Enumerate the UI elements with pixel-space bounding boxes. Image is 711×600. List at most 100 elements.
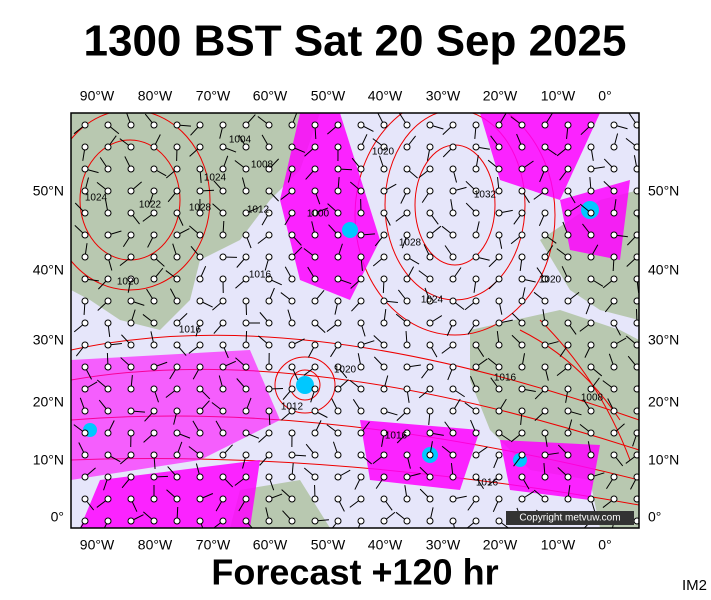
barb-station: [288, 275, 296, 283]
barb-station: [449, 121, 457, 129]
lat-label: 10°N: [648, 452, 679, 468]
barb-station: [518, 275, 526, 283]
barb-station: [242, 231, 250, 239]
barb-station: [265, 165, 273, 173]
barb-station: [449, 451, 457, 459]
barb-station: [104, 363, 112, 371]
lon-label: 0°: [598, 88, 611, 104]
barb-station: [380, 363, 388, 371]
barb-station: [311, 495, 319, 503]
barb-station: [265, 209, 273, 217]
barb-station: [334, 187, 342, 195]
barb-station: [380, 231, 388, 239]
barb-station: [127, 165, 135, 173]
barb-station: [449, 187, 457, 195]
barb-station: [81, 473, 89, 481]
barb-station: [380, 319, 388, 327]
barb-station: [426, 121, 434, 129]
barb-station: [334, 517, 342, 525]
barb-station: [587, 363, 595, 371]
barb-station: [196, 231, 204, 239]
barb-station: [472, 473, 480, 481]
barb-station: [610, 187, 618, 195]
barb-station: [403, 429, 411, 437]
barb-station: [150, 451, 158, 459]
barb-station: [81, 253, 89, 261]
barb-station: [403, 275, 411, 283]
barb-station: [196, 275, 204, 283]
barb-station: [426, 495, 434, 503]
barb-station: [311, 143, 319, 151]
barb-station: [495, 231, 503, 239]
barb-station: [426, 341, 434, 349]
barb-station: [104, 231, 112, 239]
barb-station: [587, 297, 595, 305]
barb-station: [311, 385, 319, 393]
barb-station: [288, 363, 296, 371]
barb-station: [219, 517, 227, 525]
barb-station: [150, 165, 158, 173]
barb-station: [610, 451, 618, 459]
barb-station: [150, 495, 158, 503]
barb-station: [380, 385, 388, 393]
barb-station: [633, 451, 639, 459]
lat-label: 20°N: [648, 394, 679, 410]
barb-station: [288, 407, 296, 415]
barb-station: [403, 385, 411, 393]
lon-label: 20°W: [483, 88, 518, 104]
barb-station: [610, 363, 618, 371]
barb-station: [311, 429, 319, 437]
barb-station: [587, 385, 595, 393]
barb-station: [242, 407, 250, 415]
barb-station: [449, 319, 457, 327]
barb-station: [265, 341, 273, 349]
barb-station: [426, 451, 434, 459]
lon-label: 50°W: [311, 537, 346, 553]
barb-station: [472, 451, 480, 459]
barb-station: [495, 385, 503, 393]
barb-station: [495, 275, 503, 283]
barb-station: [541, 451, 549, 459]
barb-station: [380, 407, 388, 415]
barb-station: [587, 473, 595, 481]
barb-station: [219, 209, 227, 217]
barb-station: [357, 517, 365, 525]
barb-station: [288, 517, 296, 525]
lon-label: 30°W: [426, 88, 461, 104]
barb-station: [403, 209, 411, 217]
barb-station: [564, 187, 572, 195]
barb-station: [242, 187, 250, 195]
barb-station: [449, 253, 457, 261]
barb-station: [357, 385, 365, 393]
barb-station: [150, 187, 158, 195]
barb-station: [633, 297, 639, 305]
barb-station: [219, 253, 227, 261]
barb-station: [334, 319, 342, 327]
barb-station: [334, 385, 342, 393]
barb-station: [150, 363, 158, 371]
barb-station: [449, 297, 457, 305]
barb-station: [472, 209, 480, 217]
barb-station: [449, 165, 457, 173]
barb-station: [104, 209, 112, 217]
barb-station: [564, 363, 572, 371]
barb-station: [219, 341, 227, 349]
barb-station: [541, 319, 549, 327]
barb-station: [173, 165, 181, 173]
barb-station: [173, 473, 181, 481]
barb-station: [633, 385, 639, 393]
barb-station: [357, 473, 365, 481]
barb-station: [150, 143, 158, 151]
barb-station: [564, 231, 572, 239]
barb-station: [242, 121, 250, 129]
barb-station: [633, 121, 639, 129]
barb-station: [173, 121, 181, 129]
barb-station: [219, 473, 227, 481]
barb-station: [219, 187, 227, 195]
lat-label: 0°: [648, 509, 661, 525]
barb-station: [426, 253, 434, 261]
barb-station: [495, 165, 503, 173]
barb-station: [633, 209, 639, 217]
barb-station: [334, 275, 342, 283]
